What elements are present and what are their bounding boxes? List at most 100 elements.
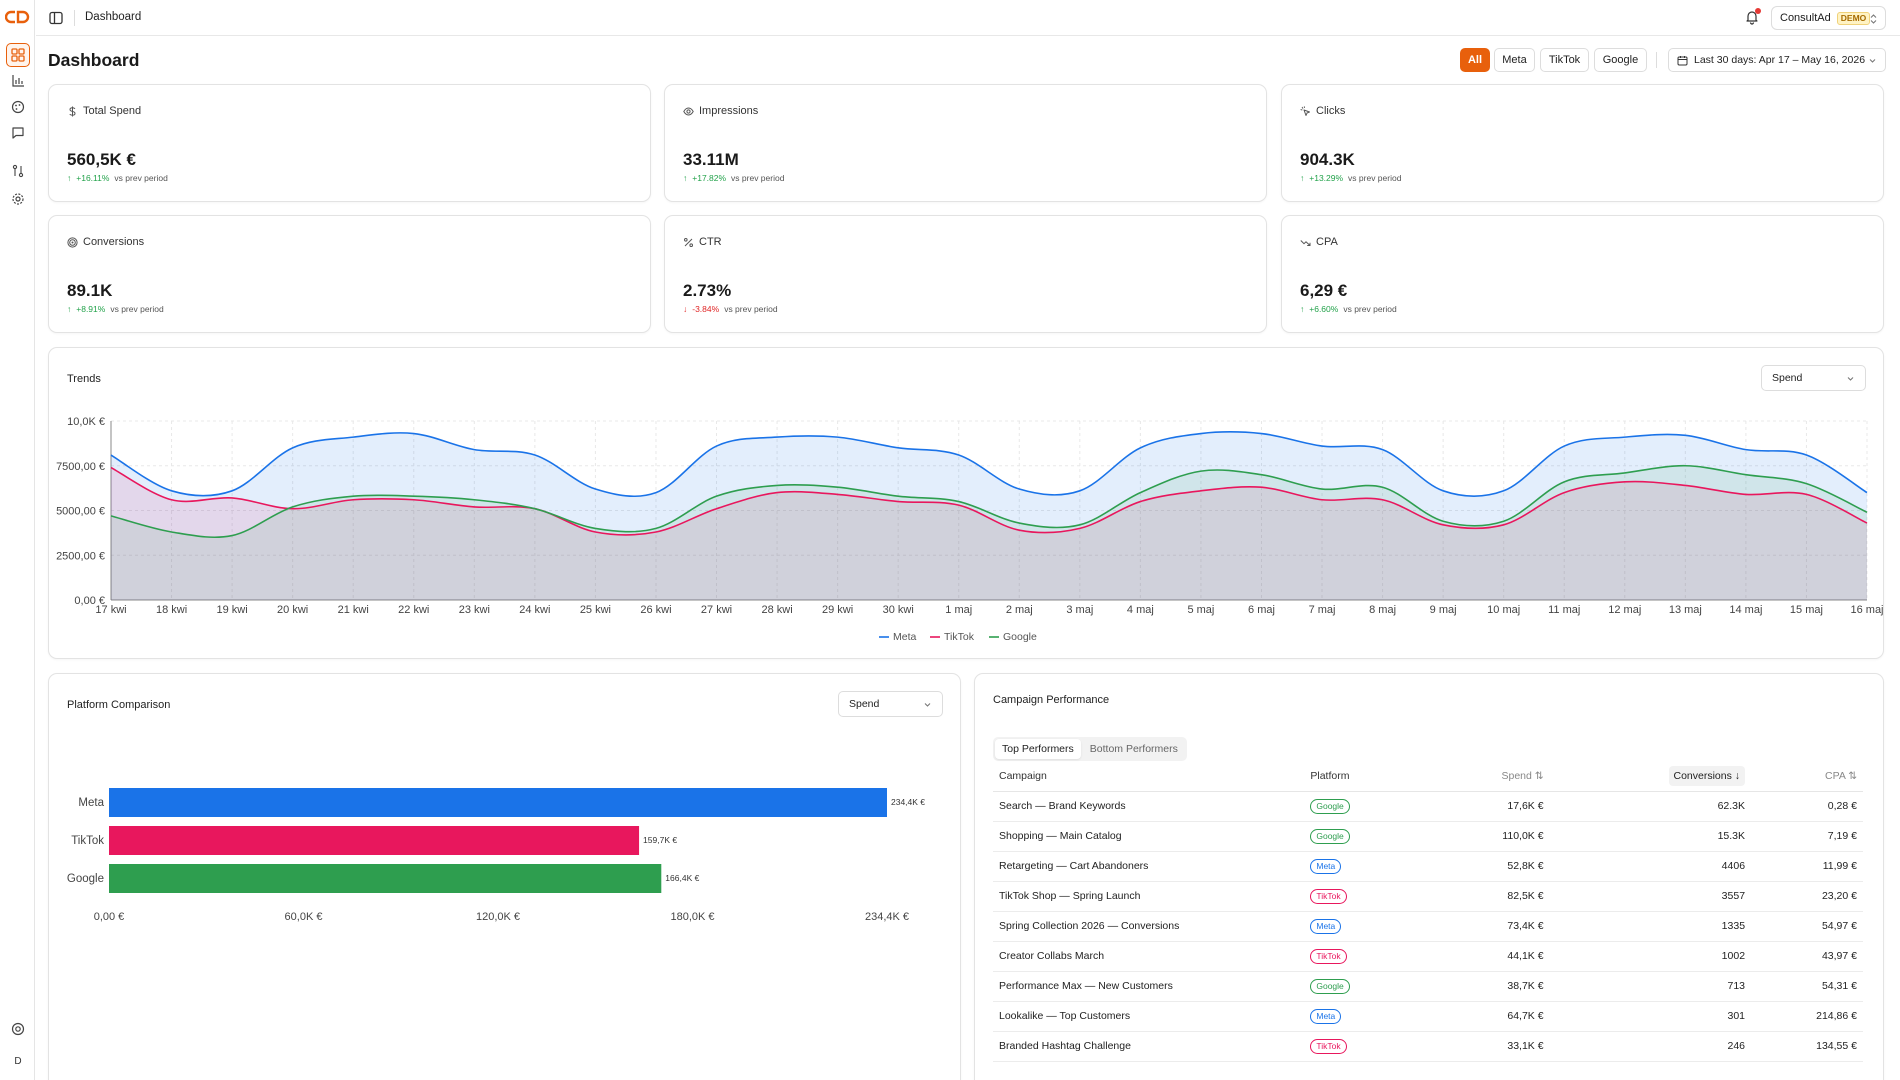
date-range-label: Last 30 days: Apr 17 – May 16, 2026: [1694, 54, 1866, 66]
cpa-cell: 214,86 €: [1751, 1001, 1863, 1032]
table-row[interactable]: Performance Max — New Customers Google 38,…: [993, 971, 1863, 1002]
kpi-label: Total Spend: [67, 105, 141, 117]
kpi-change-suffix: vs prev period: [114, 173, 168, 183]
y-tick-label: 5000,00 €: [56, 506, 105, 518]
x-tick-label: 2 maj: [1006, 604, 1033, 616]
kpi-card-cpa: CPA 6,29 € ↑ +6.60% vs prev period: [1281, 215, 1884, 333]
trends-metric-select[interactable]: Spend: [1761, 365, 1866, 391]
table-row[interactable]: Branded Hashtag Challenge TikTok 33,1K €24…: [993, 1031, 1863, 1062]
trends-chart: 0,00 € 2500,00 € 5000,00 € 7500,00 € 10,0K €…: [56, 416, 1883, 643]
cpa-cell: 23,20 €: [1751, 881, 1863, 912]
legend-label-google[interactable]: Google: [1003, 631, 1037, 643]
notification-bell-icon[interactable]: [1744, 9, 1760, 25]
trends-card: Trends Spend 0,00 € 2500,00 € 5000,00 € 750…: [48, 347, 1884, 659]
kpi-change-suffix: vs prev period: [1343, 304, 1397, 314]
kpi-label: Conversions: [67, 236, 144, 248]
filter-google-button[interactable]: Google: [1594, 48, 1647, 72]
table-row[interactable]: Search — Brand Keywords Google 17,6K €62.3…: [993, 791, 1863, 822]
x-tick-label: 7 maj: [1309, 604, 1336, 616]
x-tick-label: 8 maj: [1369, 604, 1396, 616]
notification-dot: [1755, 8, 1761, 14]
table-row[interactable]: Creator Collabs March TikTok 44,1K €1002 43…: [993, 941, 1863, 972]
sidebar-item-dashboard-icon[interactable]: [6, 43, 30, 67]
date-range-picker[interactable]: Last 30 days: Apr 17 – May 16, 2026: [1668, 48, 1886, 72]
x-tick-label: 1 maj: [945, 604, 972, 616]
x-tick-label: 22 kwi: [398, 604, 429, 616]
kpi-card-clicks: Clicks 904.3K ↑ +13.29% vs prev period: [1281, 84, 1884, 202]
kpi-change: ↑ +6.60% vs prev period: [1300, 304, 1397, 314]
cpa-cell: 7,19 €: [1751, 821, 1863, 852]
x-tick-label: 18 kwi: [156, 604, 187, 616]
platform-badge: TikTok: [1310, 1038, 1347, 1054]
kpi-label: CPA: [1300, 236, 1338, 248]
col-platform[interactable]: Platform: [1304, 761, 1429, 792]
spend-cell: 17,6K €: [1428, 791, 1550, 822]
sidebar-item-compare-icon[interactable]: [6, 159, 30, 183]
filter-all-button[interactable]: All: [1460, 48, 1490, 72]
sidebar-item-creatives-icon[interactable]: [6, 95, 30, 119]
breadcrumb: Dashboard: [85, 11, 142, 23]
spend-cell: 64,7K €: [1428, 1001, 1550, 1032]
table-row[interactable]: Spring Collection 2026 — Conversions Meta…: [993, 911, 1863, 942]
tab-top-performers[interactable]: Top Performers: [995, 739, 1081, 759]
kpi-card-conversions: Conversions 89.1K ↑ +8.91% vs prev perio…: [48, 215, 651, 333]
tab-bottom-performers[interactable]: Bottom Performers: [1089, 743, 1178, 755]
x-tick-label: 27 kwi: [701, 604, 732, 616]
chevron-down-icon: [1869, 59, 1876, 63]
filter-tiktok-button[interactable]: TikTok: [1540, 48, 1589, 72]
legend-label-tiktok[interactable]: TikTok: [944, 631, 975, 643]
col-cpa[interactable]: CPA ⇅: [1751, 761, 1863, 792]
platform-badge: Meta: [1310, 858, 1342, 874]
table-row[interactable]: Lookalike — Top Customers Meta 64,7K €301 2…: [993, 1001, 1863, 1032]
col-conversions[interactable]: Conversions ↓: [1549, 761, 1752, 792]
divider: [74, 10, 75, 26]
col-spend[interactable]: Spend ⇅: [1428, 761, 1550, 792]
table-row[interactable]: Shopping — Main Catalog Google 110,0K €15.…: [993, 821, 1863, 852]
table-row[interactable]: TikTok Shop — Spring Launch TikTok 82,5K €…: [993, 881, 1863, 912]
arrow-up-icon: ↑: [1300, 304, 1305, 314]
kpi-label: CTR: [683, 236, 722, 248]
table-row[interactable]: Retargeting — Cart Abandoners Meta 52,8K €…: [993, 851, 1863, 882]
campaign-name-cell: Creator Collabs March: [993, 941, 1305, 972]
bar-meta[interactable]: [109, 788, 887, 817]
kpi-change-value: +13.29%: [1309, 173, 1344, 183]
campaign-table: Campaign Platform Spend ⇅ Conversions ↓ …: [993, 761, 1863, 1062]
kpi-change-suffix: vs prev period: [731, 173, 785, 183]
platform-badge: Google: [1310, 828, 1350, 844]
sidebar-item-messages-icon[interactable]: [6, 121, 30, 145]
y-tick-label: 7500,00 €: [56, 461, 105, 473]
sidebar-item-analytics-icon[interactable]: [6, 69, 30, 93]
conversions-cell: 4406: [1549, 851, 1752, 882]
sidebar-toggle-icon[interactable]: [48, 10, 64, 26]
campaign-name-cell: Lookalike — Top Customers: [993, 1001, 1305, 1032]
kpi-value: 89.1K: [67, 281, 113, 300]
campaign-name-cell: Search — Brand Keywords: [993, 791, 1305, 822]
bar-google[interactable]: [109, 864, 662, 893]
x-tick-label: 10 maj: [1487, 604, 1520, 616]
kpi-card-total-spend: Total Spend 560,5K € ↑ +16.11% vs prev p…: [48, 84, 651, 202]
arrow-up-icon: ↑: [683, 173, 688, 183]
kpi-label-text: Conversions: [83, 236, 145, 248]
area-fill-meta: [111, 431, 1867, 600]
cpa-cell: 11,99 €: [1751, 851, 1863, 882]
user-avatar[interactable]: D: [14, 1055, 22, 1067]
bar-tiktok[interactable]: [109, 826, 640, 855]
legend-label-meta[interactable]: Meta: [893, 631, 917, 643]
filter-meta-button[interactable]: Meta: [1494, 48, 1535, 72]
trends-title: Trends: [67, 373, 101, 385]
area-fill-tiktok: [111, 467, 1867, 600]
sidebar-item-settings-icon[interactable]: [6, 187, 30, 211]
kpi-label-text: CPA: [1316, 236, 1338, 248]
kpi-change-value: -3.84%: [692, 304, 720, 314]
x-tick-label: 12 maj: [1608, 604, 1641, 616]
account-switcher[interactable]: ConsultAd DEMO: [1771, 6, 1886, 30]
sidebar-help-icon[interactable]: [6, 1017, 30, 1041]
platform-metric-select[interactable]: Spend: [838, 691, 943, 717]
x-tick-label: 20 kwi: [277, 604, 308, 616]
kpi-change-value: +8.91%: [76, 304, 106, 314]
chart-legend: Meta TikTok Google: [879, 631, 1037, 643]
platform-cell: Meta: [1304, 911, 1429, 942]
col-campaign[interactable]: Campaign: [993, 761, 1305, 792]
series-line-tiktok: [110, 466, 1868, 536]
kpi-label: Impressions: [683, 105, 758, 117]
